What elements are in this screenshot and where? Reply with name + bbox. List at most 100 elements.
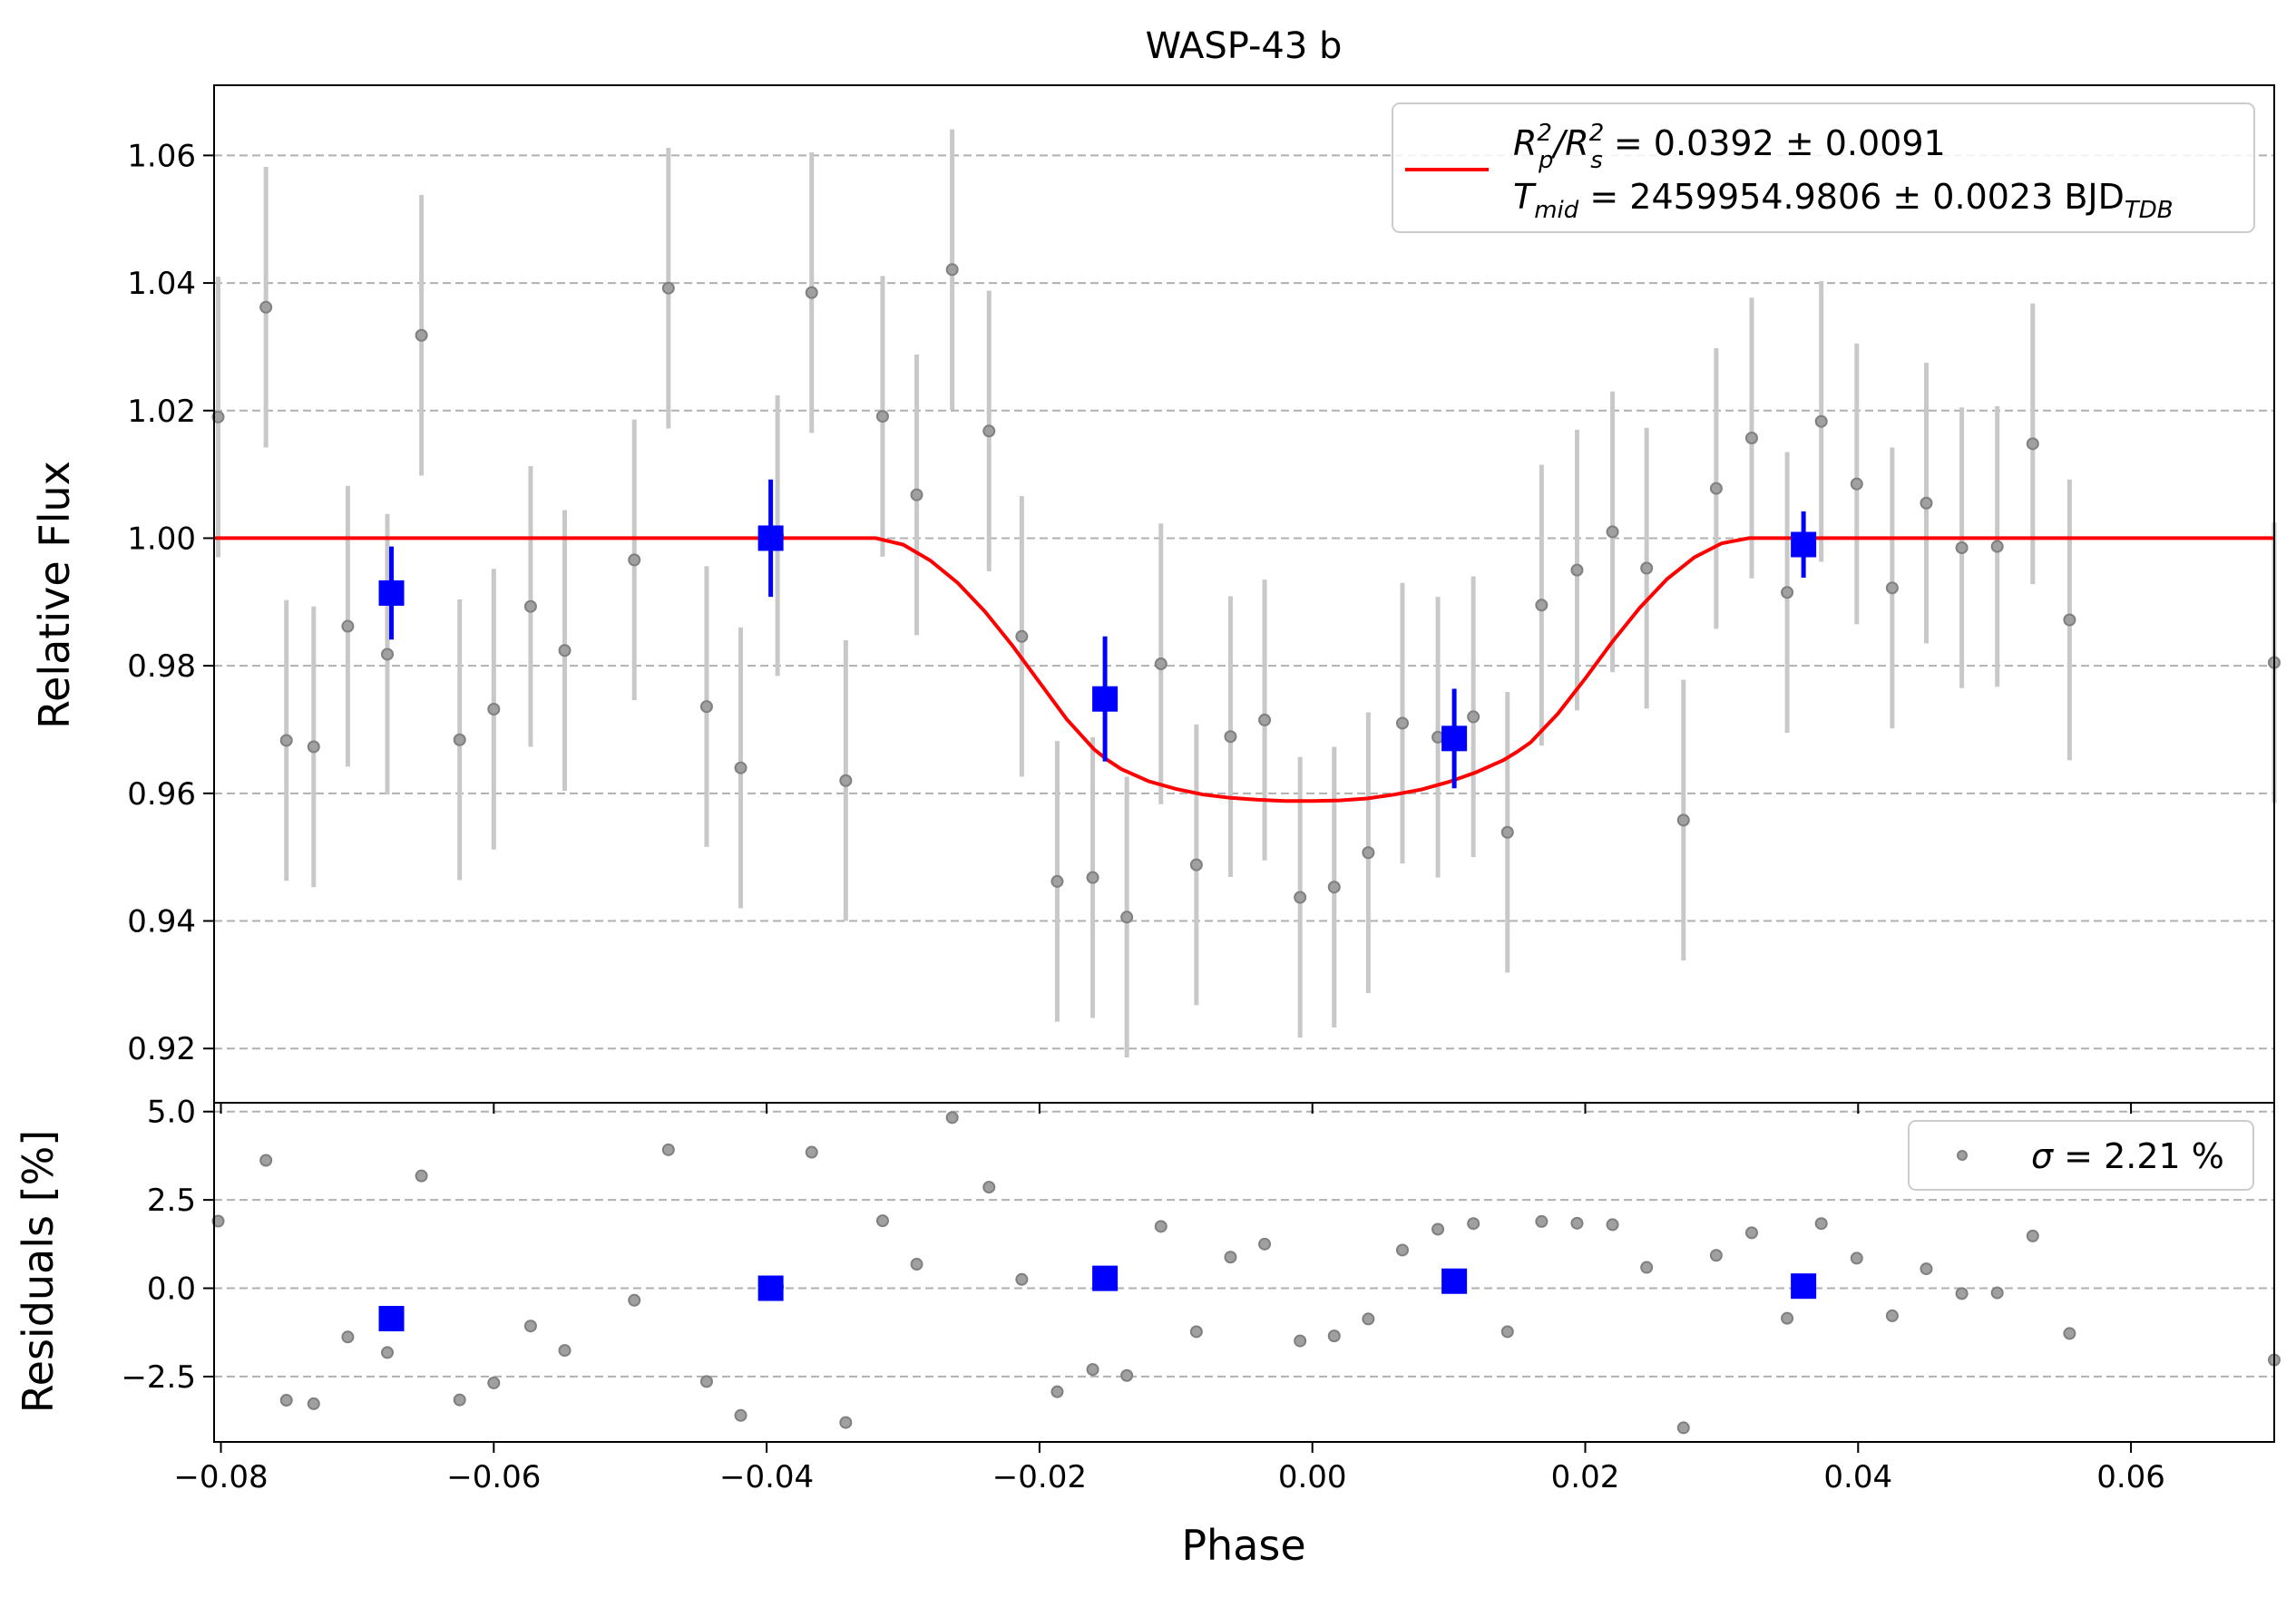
residual-point [487, 1376, 501, 1389]
data-point [259, 300, 273, 314]
top-legend-box [1392, 102, 2255, 233]
residual-point [1500, 1325, 1514, 1339]
data-point [415, 328, 428, 342]
binned-residual-point [1092, 1265, 1119, 1291]
data-point [1362, 846, 1375, 860]
residual-point [1294, 1334, 1307, 1348]
x-tick-label: 0.06 [2096, 1459, 2165, 1495]
residual-point [1224, 1251, 1237, 1264]
residual-point [1086, 1363, 1099, 1377]
residual-point [1050, 1385, 1064, 1398]
data-point [1535, 599, 1549, 612]
data-point [211, 410, 225, 424]
data-point [1327, 881, 1341, 894]
data-point [1885, 581, 1899, 595]
data-point [1258, 713, 1272, 726]
data-point [1467, 710, 1480, 724]
residual-point [875, 1214, 889, 1228]
data-point [734, 761, 747, 774]
data-point [1395, 716, 1409, 730]
data-point [523, 599, 537, 613]
data-point [2063, 613, 2076, 627]
residual-point [523, 1319, 537, 1333]
top-y-tick-label: 0.98 [127, 648, 196, 685]
residual-point [1395, 1243, 1409, 1257]
top-y-tick-label: 1.02 [127, 394, 196, 430]
residual-point [1814, 1217, 1828, 1231]
bottom-y-axis-label: Residuals [%] [14, 1130, 63, 1413]
residual-point [1606, 1218, 1619, 1232]
binned-residual-point [1441, 1268, 1468, 1294]
data-point [1920, 496, 1933, 510]
residual-point [1015, 1272, 1029, 1286]
legend-tmid-label: Tmid = 2459954.9806 ± 0.0023 BJDTDB [1513, 177, 2174, 224]
residual-point [805, 1145, 818, 1159]
bottom-legend: σ = 2.21 % [1908, 1120, 2254, 1191]
residual-point [279, 1394, 293, 1407]
x-tick-label: −0.08 [173, 1459, 268, 1495]
bottom-y-ticks: −2.5 0.0 2.5 5.0 [121, 1095, 214, 1396]
residual-point [341, 1330, 355, 1344]
bottom-y-tick-label: 2.5 [147, 1183, 196, 1219]
residual-point [1990, 1286, 2004, 1300]
binned-residual-point [757, 1275, 784, 1301]
data-point [1154, 657, 1168, 671]
x-tick-label: −0.02 [992, 1459, 1087, 1495]
x-tick-label: 0.04 [1823, 1459, 1892, 1495]
top-y-tick-label: 1.04 [127, 266, 196, 302]
top-y-ticks: 0.92 0.94 0.96 0.98 1.00 1.02 1.04 1.06 [127, 138, 214, 1067]
data-point [839, 774, 853, 787]
data-point [628, 553, 641, 567]
top-binned-points [378, 479, 1817, 789]
residual-point [381, 1346, 395, 1359]
residual-point [699, 1375, 713, 1388]
data-point [982, 424, 996, 438]
x-tick-label: −0.04 [719, 1459, 814, 1495]
binned-point [1441, 725, 1468, 752]
data-point [1990, 540, 2004, 553]
residual-point [1885, 1309, 1899, 1322]
residual-point [910, 1258, 923, 1271]
top-y-tick-label: 0.94 [127, 904, 196, 940]
residual-point [1781, 1311, 1794, 1325]
residuals-panel: −2.5 0.0 2.5 5.0 −0.08 −0.06 −0.04 −0.02 0.00 0.… [14, 1095, 2281, 1570]
binned-point [757, 525, 784, 551]
data-point [875, 410, 889, 424]
residual-point [2063, 1327, 2076, 1340]
chart-title: WASP-43 b [1146, 25, 1343, 67]
data-point [805, 286, 818, 299]
residual-point [558, 1344, 572, 1358]
top-y-tick-label: 0.92 [127, 1031, 196, 1067]
residual-point [259, 1154, 273, 1167]
legend-residual-marker [1957, 1150, 1968, 1161]
residual-point [661, 1143, 675, 1156]
residual-point [982, 1181, 996, 1194]
data-point [1015, 629, 1029, 643]
residual-point [1431, 1222, 1445, 1236]
residual-point [1640, 1261, 1654, 1274]
residual-point [1189, 1325, 1203, 1339]
data-point [1500, 825, 1514, 839]
data-point [341, 619, 355, 633]
top-y-axis-label: Relative Flux [30, 461, 79, 729]
residual-point [1467, 1217, 1480, 1231]
top-y-tick-label: 1.06 [127, 138, 196, 174]
bottom-grid [214, 1110, 2274, 1378]
x-tick-label: −0.06 [446, 1459, 541, 1495]
residual-point [211, 1214, 225, 1228]
residual-point [2026, 1229, 2039, 1242]
top-legend: R2 p/R2 s = 0.0392 ± 0.0091 Tmid = 2459954… [1392, 102, 2255, 233]
binned-point [378, 579, 405, 606]
binned-residual-points [378, 1265, 1817, 1332]
data-point [1189, 858, 1203, 872]
residual-point [415, 1169, 428, 1183]
data-point [2026, 437, 2039, 451]
data-point [1086, 871, 1099, 884]
data-point [699, 700, 713, 714]
data-point [1606, 525, 1619, 539]
residual-point [1535, 1214, 1549, 1228]
lightcurve-panel: 0.92 0.94 0.96 0.98 1.00 1.02 1.04 1.06 WASP-43… [30, 25, 2281, 1104]
residual-point [1744, 1226, 1758, 1240]
